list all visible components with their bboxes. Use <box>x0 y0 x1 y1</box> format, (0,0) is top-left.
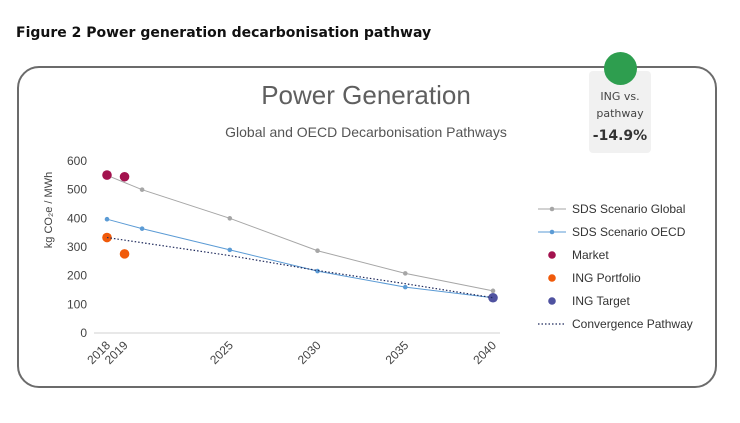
ing-portfolio-point <box>119 249 130 259</box>
market-point <box>102 170 112 180</box>
sds-scenario-global-point <box>490 288 496 294</box>
legend-market-label: Market <box>572 248 609 262</box>
sds-scenario-global-point <box>315 248 320 254</box>
y-tick-label: 300 <box>67 240 87 254</box>
chart-subtitle: Global and OECD Decarbonisation Pathways <box>225 124 507 140</box>
x-tick-label: 2035 <box>383 338 412 367</box>
legend-sds-scenario-oecd-label: SDS Scenario OECD <box>572 225 686 239</box>
sds-scenario-oecd-point <box>227 247 233 253</box>
sds-scenario-oecd-point <box>104 216 110 222</box>
badge-label: ING vs. pathway <box>596 90 644 120</box>
y-tick-label: 600 <box>67 154 87 168</box>
sds-scenario-global-point <box>402 271 408 276</box>
y-tick-label: 100 <box>67 297 87 311</box>
x-tick-label: 2030 <box>295 338 324 367</box>
legend-sds-scenario-global-marker <box>549 206 555 212</box>
legend-ing-portfolio-marker <box>548 274 556 282</box>
convergence-pathway-line <box>106 236 494 299</box>
legend-sds-scenario-oecd-marker <box>549 229 555 235</box>
y-tick-label: 400 <box>67 211 87 225</box>
sds-scenario-oecd-point <box>402 284 408 290</box>
ing-target-point <box>488 292 498 303</box>
legend-convergence-pathway-label: Convergence Pathway <box>572 317 693 331</box>
market-point <box>119 171 130 182</box>
legend-ing-target-marker <box>548 297 556 305</box>
x-tick-label: 2040 <box>470 338 499 367</box>
legend-market-marker <box>548 251 556 259</box>
sds-scenario-global-point <box>227 216 233 221</box>
y-tick-label: 500 <box>67 183 87 197</box>
status-indicator-dot <box>604 52 637 85</box>
x-tick-label: 2025 <box>207 338 236 367</box>
y-tick-label: 0 <box>80 326 87 340</box>
legend-sds-scenario-global-label: SDS Scenario Global <box>572 202 685 216</box>
legend-ing-portfolio-label: ING Portfolio <box>572 271 641 285</box>
legend-ing-target-label: ING Target <box>572 294 630 308</box>
sds-scenario-global-point <box>139 187 145 192</box>
chart-frame <box>17 66 717 388</box>
sds-scenario-oecd-point <box>139 226 145 231</box>
y-tick-label: 200 <box>67 269 87 283</box>
sds-scenario-global-line <box>106 174 494 292</box>
badge-value: -14.9% <box>592 128 648 144</box>
figure-title: Figure 2 Power generation decarbonisatio… <box>16 25 432 41</box>
chart-title: Power Generation <box>261 80 471 110</box>
y-axis-label: kg CO₂e / MWh <box>43 172 55 248</box>
sds-scenario-oecd-point <box>315 268 320 274</box>
sds-scenario-oecd-line <box>106 218 494 299</box>
